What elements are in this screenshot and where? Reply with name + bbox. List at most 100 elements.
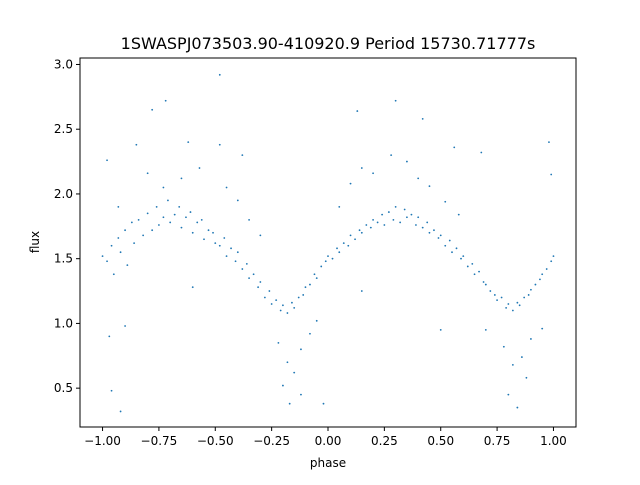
data-point — [268, 290, 271, 292]
data-point — [180, 177, 183, 180]
data-point — [525, 376, 528, 379]
data-point — [151, 108, 154, 111]
data-point — [460, 257, 462, 260]
data-point — [101, 255, 104, 257]
data-point — [291, 301, 293, 304]
data-point — [142, 234, 145, 237]
data-point — [315, 277, 318, 280]
data-point — [392, 218, 395, 221]
data-point — [203, 238, 205, 241]
data-point — [173, 213, 176, 216]
data-point — [496, 299, 498, 302]
data-point — [322, 402, 325, 405]
data-point — [484, 328, 487, 331]
data-point — [530, 338, 532, 340]
data-point — [462, 255, 465, 257]
data-point — [466, 265, 469, 268]
data-point — [507, 303, 510, 305]
data-point — [511, 309, 514, 312]
data-point — [482, 281, 485, 283]
x-tick-label: −0.25 — [253, 434, 290, 448]
data-point — [146, 172, 149, 175]
data-point — [406, 216, 408, 219]
data-point — [124, 229, 126, 232]
y-tick-label: 1.5 — [54, 252, 73, 266]
data-point — [417, 216, 420, 219]
y-axis-ticks: 0.5 1.0 1.5 2.0 2.5 3.0 — [54, 57, 80, 395]
data-point — [439, 328, 442, 331]
data-point — [241, 154, 244, 157]
x-axis-label: phase — [310, 456, 346, 470]
data-point — [297, 296, 300, 299]
x-tick-label: 0.75 — [484, 434, 511, 448]
data-point — [245, 262, 248, 265]
data-point — [406, 160, 408, 163]
data-point — [309, 283, 311, 286]
x-tick-label: −1.00 — [84, 434, 121, 448]
data-point — [151, 229, 154, 232]
data-point — [428, 231, 431, 234]
data-point — [304, 286, 307, 289]
data-point — [545, 268, 548, 270]
data-point — [282, 384, 284, 387]
data-point — [302, 294, 305, 296]
data-point — [349, 234, 352, 237]
data-point — [263, 296, 266, 299]
data-point — [133, 242, 136, 245]
data-point — [383, 224, 386, 226]
data-point — [286, 361, 289, 364]
data-point — [347, 244, 350, 247]
data-point — [421, 226, 424, 229]
data-point — [354, 238, 356, 241]
data-point — [530, 288, 532, 291]
data-point — [505, 306, 508, 309]
plot-frame — [79, 57, 577, 428]
data-point — [218, 244, 221, 247]
data-point — [324, 260, 327, 263]
y-tick-label: 2.5 — [54, 122, 73, 136]
data-point — [236, 199, 239, 202]
data-point — [300, 393, 302, 396]
data-point — [372, 218, 374, 221]
data-point — [110, 389, 113, 392]
data-point — [415, 224, 417, 226]
data-point — [493, 294, 496, 296]
y-tick-label: 0.5 — [54, 381, 73, 395]
data-point — [315, 319, 318, 322]
y-tick-label: 1.0 — [54, 316, 73, 330]
data-point — [399, 221, 402, 224]
data-point — [387, 211, 390, 213]
data-point — [541, 327, 544, 330]
data-point — [236, 251, 239, 254]
data-point — [185, 216, 187, 219]
data-point — [162, 186, 165, 189]
data-point — [200, 218, 203, 221]
x-tick-label: 0.00 — [315, 434, 342, 448]
data-point — [119, 251, 122, 254]
data-point — [313, 273, 316, 276]
data-point — [198, 167, 201, 169]
data-point — [448, 239, 451, 242]
data-point — [146, 212, 149, 215]
data-point — [214, 242, 217, 245]
data-point — [360, 167, 363, 169]
data-point — [527, 294, 530, 296]
data-point — [336, 247, 338, 250]
data-point — [390, 154, 393, 157]
data-point — [480, 151, 483, 154]
data-point — [457, 213, 460, 216]
data-point — [473, 273, 476, 276]
data-point — [426, 221, 429, 224]
data-point — [356, 110, 359, 112]
data-point — [218, 73, 221, 76]
data-point — [130, 221, 133, 224]
data-point — [428, 185, 431, 188]
data-point — [106, 260, 108, 263]
data-point — [451, 251, 453, 254]
data-point — [196, 221, 199, 224]
data-point — [288, 402, 291, 405]
data-point — [516, 406, 519, 409]
data-point — [248, 277, 250, 280]
data-point — [539, 278, 541, 281]
